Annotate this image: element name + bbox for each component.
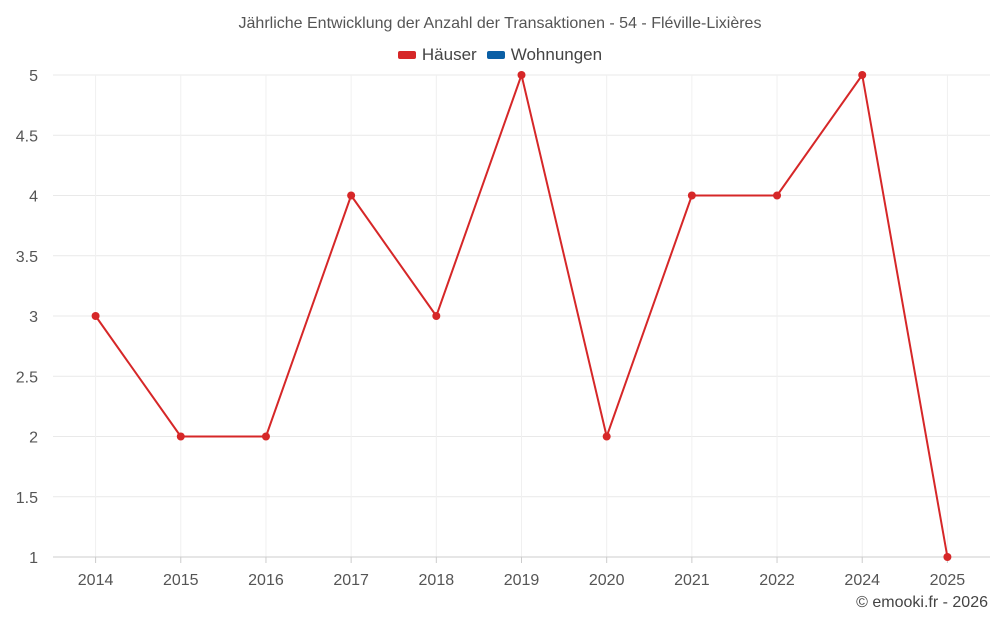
y-tick-label: 3.5 — [16, 249, 38, 266]
y-tick-label: 5 — [29, 68, 38, 85]
x-tick-label: 2016 — [248, 572, 284, 589]
x-tick-label: 2017 — [333, 572, 369, 589]
x-tick-label: 2025 — [930, 572, 966, 589]
series-layer — [91, 71, 952, 561]
data-point — [347, 191, 356, 200]
axis-layer: 1 1.5 2 2.5 3 3.5 4 4.5 5 2014 2015 2016 2017 2018 201… — [16, 68, 990, 589]
x-tick-label: 2015 — [163, 572, 199, 589]
data-point — [261, 432, 270, 441]
legend-swatch-haeuser — [397, 51, 416, 59]
data-point — [91, 312, 100, 320]
data-point — [943, 553, 952, 561]
data-point — [687, 191, 696, 200]
x-tick-label: 2019 — [504, 572, 540, 589]
data-point — [176, 432, 185, 441]
chart-title: Jährliche Entwicklung der Anzahl der Tra… — [238, 15, 762, 32]
y-tick-label: 3 — [29, 309, 38, 326]
legend-label-wohnungen: Wohnungen — [510, 45, 603, 64]
y-tick-label: 2.5 — [16, 369, 38, 386]
legend-item-haeuser[interactable]: Häuser — [397, 45, 477, 65]
x-tick-label: 2024 — [844, 572, 880, 589]
x-tick-label: 2021 — [674, 572, 710, 589]
grid-layer — [53, 74, 990, 558]
data-point — [602, 432, 611, 441]
legend-item-wohnungen[interactable]: Wohnungen — [486, 45, 603, 65]
y-tick-label: 1 — [29, 550, 38, 567]
y-tick-label: 1.5 — [16, 490, 38, 507]
data-point — [858, 71, 867, 79]
x-tick-label: 2018 — [419, 572, 455, 589]
y-tick-label: 4.5 — [16, 128, 38, 145]
x-tick-label: 2022 — [759, 572, 795, 589]
legend: Häuser Wohnungen — [0, 45, 1000, 65]
x-tick-label: 2014 — [78, 572, 114, 589]
data-point — [773, 191, 782, 200]
legend-swatch-wohnungen — [486, 51, 505, 59]
y-tick-label: 2 — [29, 430, 38, 447]
x-tick-label: 2020 — [589, 572, 625, 589]
data-point — [432, 312, 441, 320]
data-point — [517, 71, 526, 79]
credit-text: © emooki.fr - 2026 — [856, 594, 988, 611]
legend-label-haeuser: Häuser — [421, 45, 477, 64]
y-tick-label: 4 — [29, 189, 38, 206]
